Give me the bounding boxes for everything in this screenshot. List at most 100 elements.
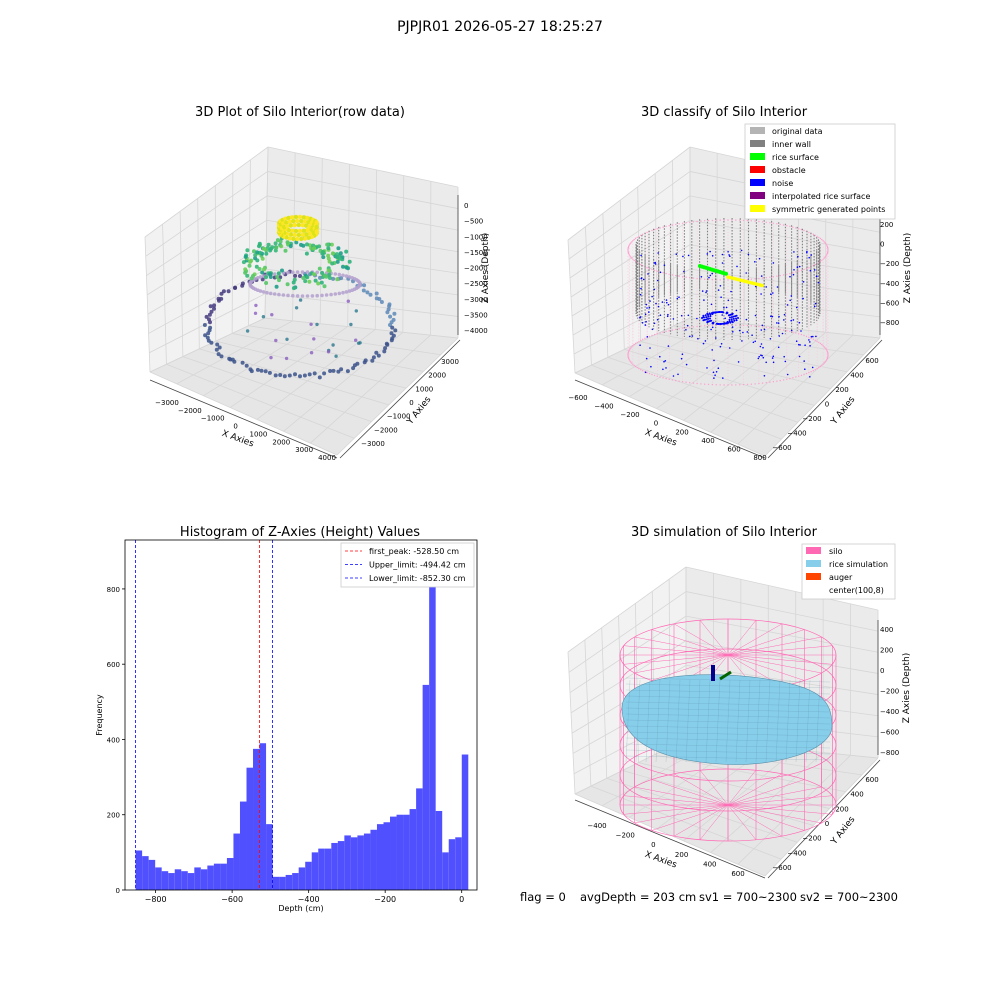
histogram-bar xyxy=(266,824,273,890)
classify-point xyxy=(760,329,763,331)
classify-plot-x-ticks: −600 −400 −200 0 200 400 600 800 xyxy=(568,394,766,462)
classify-point xyxy=(642,278,645,281)
pane-grid-line xyxy=(567,566,687,653)
classify-point xyxy=(723,322,726,325)
histogram-frame xyxy=(124,539,478,891)
raw-point xyxy=(336,246,341,251)
histogram-y-tick-label: 200 xyxy=(107,812,120,820)
classify-point xyxy=(627,248,629,250)
classify-legend-swatch xyxy=(750,127,765,134)
classify-point xyxy=(750,383,752,385)
classify-point xyxy=(659,376,661,378)
classify-point xyxy=(758,382,760,385)
classify-point xyxy=(663,264,666,267)
classify-point xyxy=(800,228,803,231)
pane-grid-line xyxy=(602,213,609,358)
raw-point xyxy=(288,232,294,237)
raw-point xyxy=(389,338,394,343)
classify-point xyxy=(814,234,816,236)
classify-legend-label: symmetric generated points xyxy=(772,205,885,214)
classify-point xyxy=(655,302,657,305)
raw-point xyxy=(331,368,336,373)
histogram-bar xyxy=(200,869,208,890)
classify-point xyxy=(730,318,733,321)
raw-point xyxy=(227,356,232,361)
rice-mesh-line xyxy=(625,749,831,755)
classify-point xyxy=(678,328,680,330)
histogram-bar xyxy=(311,852,319,890)
classify-point xyxy=(646,307,648,309)
pane-grid-line xyxy=(149,317,266,373)
classify-point xyxy=(715,384,717,386)
raw-point xyxy=(333,272,338,276)
floor-grid-line xyxy=(624,349,815,406)
classify-y-tick-label: −200 xyxy=(802,415,821,423)
classify-point xyxy=(805,267,808,270)
classify-point xyxy=(710,319,713,322)
simulation-legend-swatch xyxy=(806,573,821,580)
depth-histogram: Histogram of Z-Axies (Height) Values −80… xyxy=(95,525,478,913)
silo-spoke xyxy=(623,654,729,665)
classify-x-tick-label: 200 xyxy=(675,428,688,436)
classify-point xyxy=(771,315,774,318)
raw-point xyxy=(295,236,300,242)
floor-grid-line xyxy=(176,320,293,385)
classify-point xyxy=(653,374,656,377)
classify-point xyxy=(825,255,827,257)
raw-point xyxy=(330,251,335,256)
classify-y-tick-label: −400 xyxy=(787,430,806,438)
raw-point xyxy=(284,356,289,361)
pane-grid-line xyxy=(685,566,879,611)
simulation-plot-y-label: Y Axies xyxy=(829,815,858,848)
pane-grid-line xyxy=(144,146,269,238)
histogram-bar xyxy=(246,767,254,890)
classify-point xyxy=(800,269,803,272)
raw-point xyxy=(301,228,307,233)
raw-point xyxy=(264,251,269,256)
classify-point xyxy=(692,382,695,384)
classify-x-tick-label: 800 xyxy=(753,454,766,462)
raw-point xyxy=(209,309,214,314)
raw-point xyxy=(312,246,317,251)
raw-point xyxy=(266,242,271,247)
rice-mesh-line xyxy=(665,679,671,763)
raw-point xyxy=(328,276,332,280)
classify-point xyxy=(776,275,778,277)
histogram-bar xyxy=(442,852,449,890)
classify-point xyxy=(776,223,778,225)
simulation-plot-z-label: Z Axies (Depth) xyxy=(902,653,912,724)
simulation-z-tick-label: 200 xyxy=(880,647,893,655)
raw-z-tick-label: −2500 xyxy=(464,280,488,288)
rice-mesh-line xyxy=(625,713,831,719)
raw-point xyxy=(344,274,349,278)
classify-point xyxy=(649,300,651,302)
classify-legend-swatch xyxy=(750,153,765,160)
classify-point xyxy=(746,278,749,281)
silo-spoke xyxy=(623,795,729,806)
histogram-y-tick-label: 400 xyxy=(107,736,120,744)
simulation-x-tick-label: −200 xyxy=(616,832,635,840)
classify-legend-label: interpolated rice surface xyxy=(772,192,870,201)
classify-point xyxy=(810,254,813,256)
classify-point xyxy=(765,361,767,364)
raw-point xyxy=(337,291,342,296)
classify-point xyxy=(671,224,674,226)
classify-point xyxy=(717,289,720,291)
raw-point xyxy=(240,281,245,286)
classify-point xyxy=(765,326,767,328)
raw-point xyxy=(347,289,352,293)
classify-point xyxy=(776,328,778,330)
classify-point xyxy=(636,236,638,239)
classify-point xyxy=(805,335,808,338)
rice-mesh-line xyxy=(795,679,801,763)
silo-spoke xyxy=(727,770,757,806)
histogram-y-ticks: 0 200 400 600 800 xyxy=(107,586,125,895)
raw-point xyxy=(245,248,250,253)
classify-point xyxy=(779,379,781,382)
rice-mesh-line xyxy=(625,737,831,743)
silo-spoke xyxy=(727,654,822,674)
classify-point xyxy=(657,252,659,254)
classify-point xyxy=(812,370,814,372)
raw-point xyxy=(335,252,340,257)
